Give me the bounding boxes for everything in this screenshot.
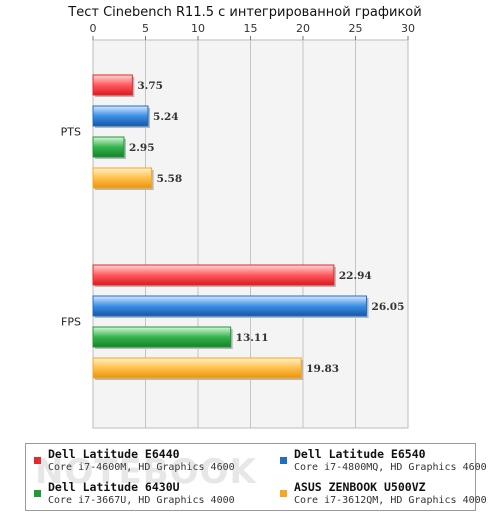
legend-series-detail: Core i7-4600M, HD Graphics 4600 bbox=[48, 462, 235, 473]
x-tick-label: 5 bbox=[142, 22, 149, 35]
bar bbox=[92, 295, 368, 317]
bar bbox=[92, 326, 232, 348]
x-tick-label: 10 bbox=[191, 22, 205, 35]
data-label: 5.58 bbox=[157, 173, 183, 185]
x-tick-label: 0 bbox=[90, 22, 97, 35]
data-label: 3.75 bbox=[137, 80, 163, 92]
data-label: 22.94 bbox=[339, 270, 372, 282]
legend-swatch bbox=[280, 457, 287, 464]
legend-series-name: ASUS ZENBOOK U500VZ bbox=[294, 480, 426, 494]
x-tick-label: 15 bbox=[244, 22, 258, 35]
chart-plot: 0 5 10 15 20 25 30 PTS FPS 3.75 5.24 2.95 5.58 22.9… bbox=[61, 22, 415, 429]
legend-item: ASUS ZENBOOK U500VZ Core i7-3612QM, HD Gr… bbox=[280, 480, 490, 508]
x-tick-label: 20 bbox=[296, 22, 310, 35]
chart-title: Тест Cinebench R11.5 с интегрированной г… bbox=[68, 5, 422, 20]
data-label: 5.24 bbox=[153, 111, 179, 123]
legend-series-name: Dell Latitude E6440 bbox=[48, 447, 180, 461]
data-label: 26.05 bbox=[372, 301, 405, 313]
legend-swatch bbox=[34, 490, 41, 497]
chart-legend: Dell Latitude E6440 Core i7-4600M, HD Gra… bbox=[25, 443, 487, 511]
legend-series-name: Dell Latitude E6540 bbox=[294, 447, 426, 461]
legend-item: Dell Latitude 6430U Core i7-3667U, HD Gra… bbox=[34, 480, 254, 508]
legend-series-name: Dell Latitude 6430U bbox=[48, 480, 180, 494]
x-tick-label: 25 bbox=[349, 22, 363, 35]
legend-series-detail: Core i7-4800MQ, HD Graphics 4600 bbox=[294, 462, 487, 473]
legend-swatch bbox=[34, 457, 41, 464]
data-label: 13.11 bbox=[236, 332, 269, 344]
legend-item: Dell Latitude E6540 Core i7-4800MQ, HD Gr… bbox=[280, 447, 490, 475]
legend-series-detail: Core i7-3667U, HD Graphics 4000 bbox=[48, 495, 235, 506]
bar bbox=[92, 136, 125, 158]
data-label: 19.83 bbox=[306, 363, 339, 375]
bar bbox=[92, 264, 335, 286]
bar bbox=[92, 105, 149, 127]
data-label: 2.95 bbox=[129, 142, 155, 154]
category-label: FPS bbox=[61, 316, 81, 329]
bar bbox=[92, 74, 133, 96]
x-tick-label: 30 bbox=[401, 22, 415, 35]
legend-series-detail: Core i7-3612QM, HD Graphics 4000 bbox=[294, 495, 487, 506]
legend-item: Dell Latitude E6440 Core i7-4600M, HD Gra… bbox=[34, 447, 254, 475]
legend-swatch bbox=[280, 490, 287, 497]
bar bbox=[92, 357, 302, 379]
category-label: PTS bbox=[61, 126, 81, 139]
bar bbox=[92, 167, 153, 189]
